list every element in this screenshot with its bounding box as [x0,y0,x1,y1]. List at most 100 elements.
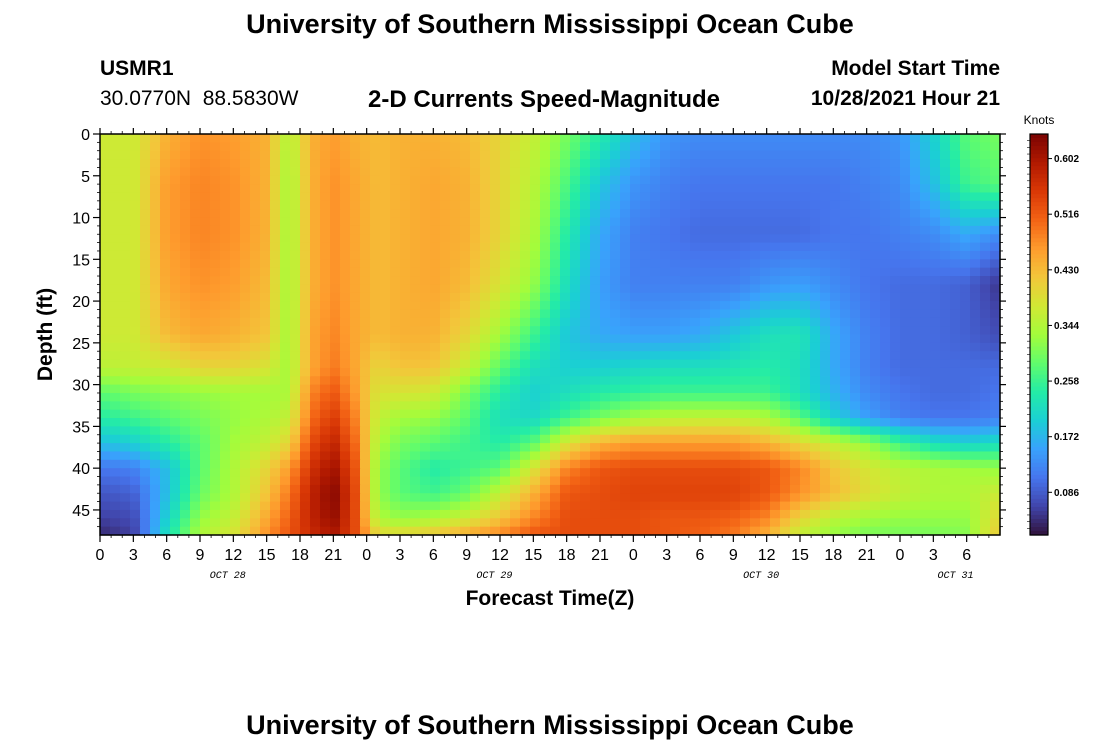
heatmap-cell [430,484,441,494]
heatmap-cell [150,418,161,427]
heatmap-cell [960,418,971,427]
heatmap-cell [410,351,421,361]
heatmap-cell [690,484,701,494]
heatmap-cell [250,192,261,202]
heatmap-cell [600,359,611,369]
heatmap-cell [700,217,711,227]
heatmap-cell [480,384,491,394]
heatmap-cell [550,301,561,311]
heatmap-cells [100,134,1001,536]
heatmap-cell [150,476,161,486]
heatmap-cell [880,301,891,311]
heatmap-cell [450,242,461,252]
heatmap-cell [370,392,381,402]
heatmap-cell [900,326,911,336]
heatmap-cell [460,468,471,478]
heatmap-cell [660,284,671,294]
heatmap-cell [580,267,591,277]
heatmap-cell [790,359,801,369]
heatmap-cell [120,526,131,536]
heatmap-cell [470,459,481,469]
date-label: OCT 28 [210,571,246,582]
heatmap-cell [640,259,651,269]
heatmap-cell [870,526,881,536]
heatmap-cell [600,259,611,269]
heatmap-cell [560,451,571,461]
heatmap-cell [740,150,751,160]
heatmap-cell [260,250,271,260]
heatmap-cell [830,342,841,352]
heatmap-cell [680,167,691,177]
heatmap-cell [260,301,271,311]
heatmap-cell [530,376,541,386]
heatmap-cell [690,468,701,478]
heatmap-cell [560,392,571,402]
heatmap-cell [990,259,1001,269]
heatmap-cell [310,292,321,302]
heatmap-cell [660,367,671,377]
heatmap-cell [380,267,391,277]
heatmap-cell [730,159,741,169]
heatmap-cell [780,134,791,143]
heatmap-cell [130,267,141,277]
colorbar-segment [1030,238,1048,243]
heatmap-cell [120,326,131,336]
heatmap-cell [770,292,781,302]
heatmap-cell [450,184,461,194]
heatmap-cell [170,317,181,327]
heatmap-cell [640,476,651,486]
heatmap-cell [950,401,961,411]
heatmap-cell [680,526,691,536]
heatmap-cell [240,392,251,402]
heatmap-cell [420,192,431,202]
heatmap-cell [390,284,401,294]
heatmap-cell [140,351,151,361]
heatmap-cell [890,401,901,411]
heatmap-cell [430,150,441,160]
heatmap-cell [250,426,261,436]
heatmap-cell [510,476,521,486]
heatmap-cell [140,493,151,503]
heatmap-cell [650,317,661,327]
heatmap-cell [990,468,1001,478]
heatmap-cell [630,459,641,469]
heatmap-cell [450,234,461,244]
heatmap-cell [140,200,151,210]
heatmap-cell [580,392,591,402]
heatmap-cell [420,134,431,143]
heatmap-cell [210,401,221,411]
heatmap-cell [810,317,821,327]
heatmap-cell [750,468,761,478]
heatmap-cell [840,367,851,377]
heatmap-cell [880,526,891,536]
heatmap-cell [120,192,131,202]
heatmap-cell [720,301,731,311]
heatmap-cell [180,501,191,511]
heatmap-cell [510,326,521,336]
heatmap-cell [310,150,321,160]
heatmap-cell [600,175,611,185]
heatmap-cell [230,184,241,194]
heatmap-cell [850,468,861,478]
heatmap-cell [710,493,721,503]
heatmap-cell [810,342,821,352]
heatmap-cell [480,250,491,260]
heatmap-cell [750,451,761,461]
heatmap-cell [450,292,461,302]
heatmap-cell [230,175,241,185]
heatmap-cell [520,526,531,536]
heatmap-cell [380,309,391,319]
heatmap-cell [170,259,181,269]
heatmap-cell [480,317,491,327]
chart-subtitle: 2-D Currents Speed-Magnitude [368,86,721,113]
heatmap-cell [980,175,991,185]
heatmap-cell [760,284,771,294]
heatmap-cell [880,309,891,319]
heatmap-cell [250,468,261,478]
heatmap-cell [550,392,561,402]
heatmap-cell [890,376,901,386]
heatmap-cell [350,167,361,177]
heatmap-cell [510,234,521,244]
heatmap-cell [760,209,771,219]
heatmap-cell [240,234,251,244]
